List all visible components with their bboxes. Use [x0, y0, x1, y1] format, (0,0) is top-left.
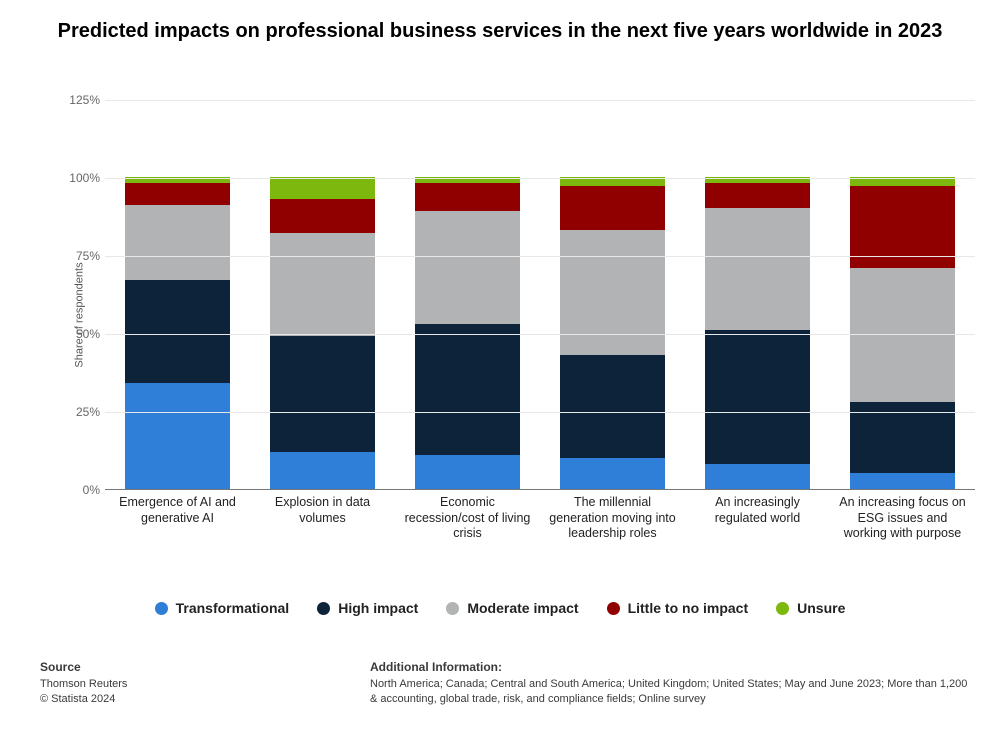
bar-segment — [705, 330, 809, 464]
plot-region: 0%25%50%75%100%125% — [105, 100, 975, 490]
y-tick-label: 25% — [65, 405, 100, 419]
legend-item: Moderate impact — [446, 600, 578, 616]
bar-segment — [125, 383, 229, 489]
bar-segment — [270, 233, 374, 336]
bar-slot — [250, 100, 395, 489]
bar-slot — [830, 100, 975, 489]
source-heading: Source — [40, 660, 370, 674]
grid-line — [105, 100, 975, 101]
bar-segment — [415, 324, 519, 455]
x-axis-labels: Emergence of AI and generative AIExplosi… — [105, 495, 975, 542]
bar-segment — [415, 455, 519, 489]
bar-segment — [270, 452, 374, 489]
bar-segment — [705, 183, 809, 208]
bar-segment — [850, 473, 954, 489]
bar-segment — [125, 205, 229, 280]
legend: Transformational High impact Moderate impa… — [0, 600, 1000, 618]
legend-label: Little to no impact — [628, 600, 749, 616]
legend-item: Transformational — [155, 600, 290, 616]
chart-area: Share of respondents 0%25%50%75%100%125%… — [75, 100, 975, 530]
additional-info-line: North America; Canada; Central and South… — [370, 677, 998, 692]
y-tick-label: 0% — [65, 483, 100, 497]
y-tick-label: 100% — [65, 171, 100, 185]
x-tick-label: The millennial generation moving into le… — [540, 495, 685, 542]
bar-slot — [685, 100, 830, 489]
x-tick-label: Explosion in data volumes — [250, 495, 395, 542]
additional-info-heading: Additional Information: — [370, 660, 998, 674]
y-axis-title: Share of respondents — [74, 262, 86, 367]
x-tick-label: Economic recession/cost of living crisis — [395, 495, 540, 542]
source-block: Source Thomson Reuters © Statista 2024 — [40, 660, 370, 707]
grid-line — [105, 412, 975, 413]
legend-swatch — [317, 602, 330, 615]
bar-segment — [125, 280, 229, 383]
legend-label: High impact — [338, 600, 418, 616]
legend-swatch — [607, 602, 620, 615]
grid-line — [105, 256, 975, 257]
legend-swatch — [446, 602, 459, 615]
legend-item: Little to no impact — [607, 600, 749, 616]
y-tick-label: 75% — [65, 249, 100, 263]
bar-slot — [395, 100, 540, 489]
grid-line — [105, 334, 975, 335]
bar-segment — [415, 183, 519, 211]
additional-info-block: Additional Information: North America; C… — [370, 660, 1000, 707]
bars-container — [105, 100, 975, 489]
source-line: © Statista 2024 — [40, 692, 370, 707]
y-tick-label: 50% — [65, 327, 100, 341]
bar-segment — [270, 199, 374, 233]
source-line: Thomson Reuters — [40, 677, 370, 692]
legend-label: Moderate impact — [467, 600, 578, 616]
legend-item: High impact — [317, 600, 418, 616]
bar-segment — [560, 458, 664, 489]
x-tick-label: An increasing focus on ESG issues and wo… — [830, 495, 975, 542]
grid-line — [105, 178, 975, 179]
bar-slot — [540, 100, 685, 489]
bar-segment — [270, 177, 374, 199]
bar-slot — [105, 100, 250, 489]
chart-title: Predicted impacts on professional busine… — [0, 0, 1000, 54]
additional-info-line: & accounting, global trade, risk, and co… — [370, 692, 998, 707]
bar-segment — [705, 464, 809, 489]
bar-segment — [415, 211, 519, 323]
bar-segment — [560, 230, 664, 355]
legend-swatch — [776, 602, 789, 615]
legend-swatch — [155, 602, 168, 615]
legend-label: Transformational — [176, 600, 290, 616]
x-tick-label: An increasingly regulated world — [685, 495, 830, 542]
legend-item: Unsure — [776, 600, 845, 616]
bar-segment — [560, 355, 664, 458]
legend-label: Unsure — [797, 600, 845, 616]
bar-segment — [270, 336, 374, 451]
y-tick-label: 125% — [65, 93, 100, 107]
x-tick-label: Emergence of AI and generative AI — [105, 495, 250, 542]
bar-segment — [125, 183, 229, 205]
footer: Source Thomson Reuters © Statista 2024 A… — [40, 660, 1000, 707]
bar-segment — [705, 208, 809, 330]
bar-segment — [560, 186, 664, 230]
